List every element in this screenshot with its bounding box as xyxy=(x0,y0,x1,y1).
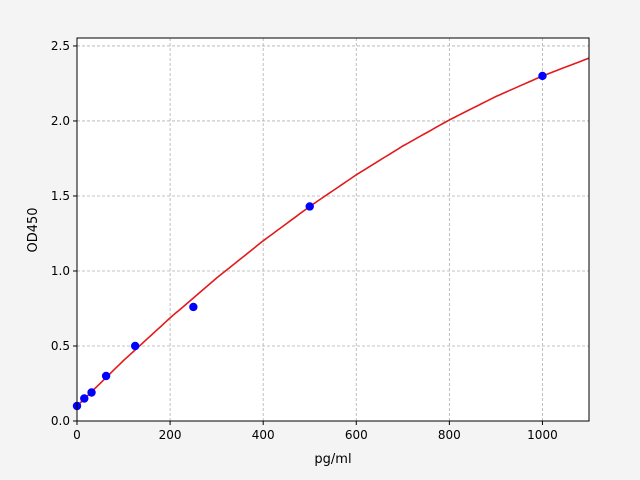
y-tick-label: 1.0 xyxy=(51,264,70,278)
plot-frame xyxy=(76,37,590,422)
x-axis-label: pg/ml xyxy=(314,452,351,467)
data-point xyxy=(80,394,89,403)
x-tick-label: 400 xyxy=(252,428,275,442)
data-point xyxy=(189,302,198,312)
y-tick-label: 2.0 xyxy=(51,114,70,128)
y-tick-label: 0.5 xyxy=(51,339,70,353)
fit-curve xyxy=(76,57,590,407)
x-tick-label: 200 xyxy=(159,428,182,442)
y-tick-label: 0.0 xyxy=(51,414,70,428)
y-tick-label: 2.5 xyxy=(51,39,70,53)
fit-curve-group xyxy=(76,57,590,407)
data-point xyxy=(130,341,140,351)
plot-area xyxy=(77,38,589,421)
data-point xyxy=(305,202,314,211)
x-tick-label: 800 xyxy=(438,428,461,442)
data-point xyxy=(538,71,547,81)
y-axis-label: OD450 xyxy=(26,207,41,252)
x-tick-label: 0 xyxy=(73,428,81,442)
y-axis-ticks: 0.0 0.5 1.0 1.5 2.0 2.5 xyxy=(51,39,77,428)
data-point xyxy=(87,388,96,397)
data-points-group xyxy=(72,71,547,411)
x-tick-label: 1000 xyxy=(527,428,558,442)
x-axis-ticks: 0 200 400 600 800 1000 xyxy=(73,421,558,442)
data-point xyxy=(101,371,111,381)
y-tick-label: 1.5 xyxy=(51,189,70,203)
x-tick-label: 600 xyxy=(345,428,368,442)
